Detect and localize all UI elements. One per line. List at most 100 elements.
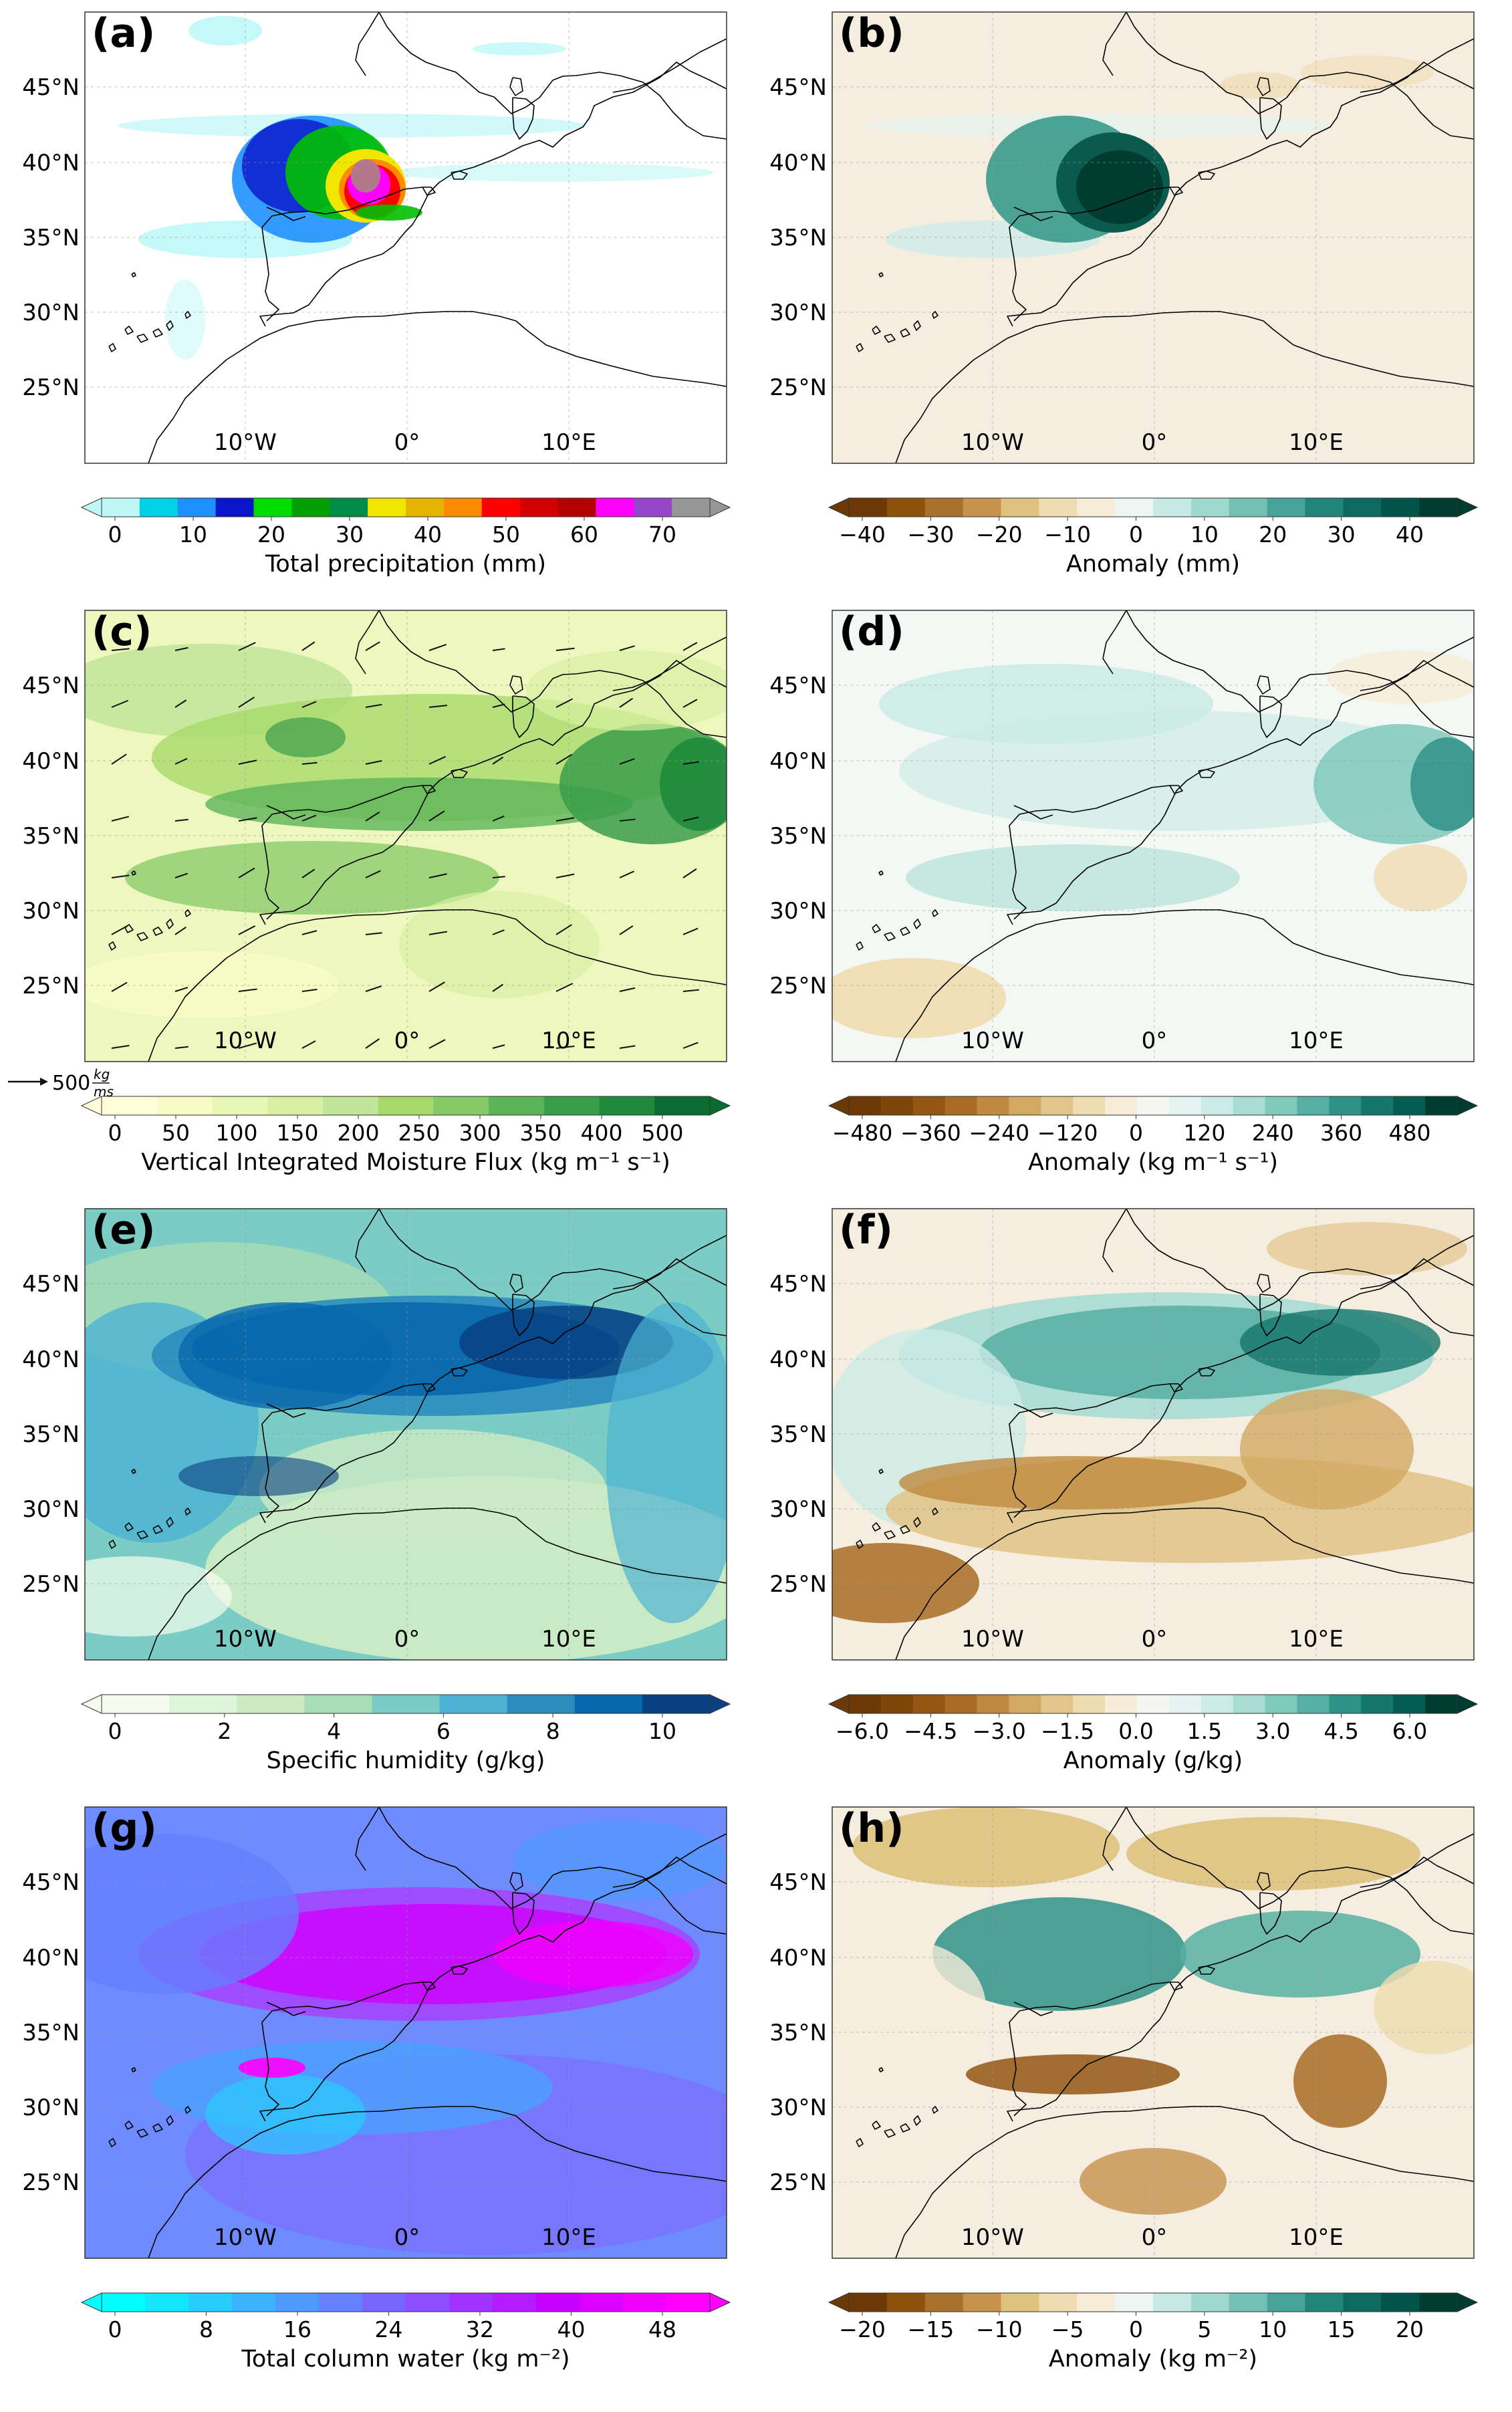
- colorbar-segment: [672, 498, 711, 517]
- wind-vector: [492, 703, 505, 708]
- colorbar: 0 2 4 6 8 10 Specific humidity (g/kg): [80, 1694, 731, 1774]
- wind-vector: [555, 983, 574, 992]
- wind-vector: [428, 931, 447, 935]
- field-contour: [660, 737, 727, 831]
- colorbar-segment: [1190, 2293, 1230, 2312]
- colorbar-frame: [101, 2292, 711, 2312]
- colorbar-tick-label: 15: [1328, 2316, 1356, 2342]
- coastline: [124, 2121, 134, 2130]
- colorbar-segment: [1041, 1096, 1074, 1115]
- wind-vector: [111, 1045, 130, 1049]
- coastline: [1198, 1965, 1215, 1975]
- coastline: [1013, 805, 1053, 820]
- lon-tick-label: 10°E: [541, 429, 596, 456]
- wind-vector: [555, 698, 574, 708]
- coastline: [884, 1530, 896, 1540]
- colorbar-tick-label: 0: [108, 1718, 122, 1744]
- wind-vector: [365, 641, 380, 651]
- panel-e: (e) 45°N 40°N 35°N 30°N 25°N 10°W 0° 10°E 0 2 4 6 8 10…: [22, 1207, 731, 1774]
- field-contour: [178, 1302, 392, 1409]
- colorbar-segment: [580, 2293, 624, 2312]
- colorbar-segment: [232, 2293, 276, 2312]
- colorbar-segment: [623, 2293, 667, 2312]
- wind-vector: [301, 868, 316, 878]
- coastline: [422, 187, 436, 196]
- map-frame: [84, 11, 727, 464]
- colorbar-segment: [1229, 498, 1268, 517]
- colorbar-segment: [1115, 498, 1154, 517]
- lon-tick-label: 10°W: [961, 429, 1024, 456]
- colorbar-segment: [1041, 1695, 1074, 1713]
- lon-tick-label: 10°W: [214, 1626, 277, 1653]
- coastline: [378, 12, 547, 114]
- field-contour: [399, 891, 600, 998]
- coastline: [509, 675, 523, 695]
- coastline: [1126, 1807, 1294, 1909]
- colorbar-tick-label: 300: [459, 1120, 501, 1146]
- wind-vector: [492, 876, 505, 878]
- panel-label: (c): [92, 608, 152, 655]
- coastline: [259, 62, 727, 327]
- coastline: [131, 1469, 136, 1474]
- colorbar-frame: [101, 1096, 711, 1116]
- lat-tick-label: 30°N: [769, 898, 827, 925]
- colorbar-tick-label: 4: [327, 1718, 341, 1744]
- coastline: [266, 2002, 306, 2016]
- lat-tick-label: 30°N: [22, 898, 80, 925]
- lon-tick-label: 10°E: [541, 2224, 596, 2251]
- lat-tick-label: 25°N: [769, 2169, 827, 2196]
- coastline: [856, 2138, 864, 2147]
- vector-key-arrowhead: [40, 1078, 48, 1086]
- wind-vector: [174, 987, 188, 992]
- colorbar-tick-label: 350: [520, 1120, 562, 1146]
- panel-g: (g) 45°N 40°N 35°N 30°N 25°N 10°W 0° 10°E 0 8 16 24 3…: [22, 1805, 731, 2373]
- wind-vector: [301, 641, 316, 651]
- wind-vector: [682, 868, 697, 878]
- colorbar-tick-label: 10: [648, 1718, 676, 1744]
- lat-tick-label: 45°N: [769, 74, 827, 101]
- wind-vector: [428, 644, 447, 651]
- colorbar-segment: [1190, 498, 1230, 517]
- wind-vector: [619, 987, 636, 992]
- coastline: [900, 927, 910, 936]
- colorbar-tick-label: 48: [648, 2316, 676, 2342]
- wind-vector: [619, 1045, 636, 1049]
- coastline: [1102, 610, 1127, 675]
- colorbar-segment: [1265, 1096, 1298, 1115]
- coastline: [878, 1469, 884, 1474]
- lon-tick-label: 10°W: [214, 2224, 277, 2251]
- colorbar-tick-label: 0: [108, 1120, 122, 1146]
- coastline: [259, 1258, 727, 1524]
- coastline: [1293, 72, 1474, 140]
- colorbar-label: Total column water (kg m⁻²): [241, 2346, 570, 2373]
- wind-vector: [111, 816, 130, 822]
- field-contour: [1076, 150, 1163, 224]
- lon-tick-label: 0°: [394, 1028, 420, 1054]
- coastline: [1007, 660, 1474, 925]
- colorbar-segment: [253, 498, 292, 517]
- colorbar-segment: [1105, 1096, 1138, 1115]
- wind-vector: [174, 757, 188, 765]
- colorbar-segment: [1267, 498, 1305, 517]
- map-frame: [84, 1806, 727, 2259]
- wind-vector: [238, 867, 255, 878]
- coastline: [131, 2067, 136, 2072]
- coastline: [1259, 1294, 1282, 1336]
- field-contour: [513, 1820, 727, 1901]
- colorbar-segment: [1393, 1096, 1426, 1115]
- coastline: [913, 919, 921, 929]
- colorbar-segment: [1393, 1695, 1426, 1713]
- panel-label: (g): [92, 1805, 157, 1852]
- coastline: [184, 909, 191, 917]
- coastline: [856, 941, 864, 951]
- colorbar-tick-label: −15: [908, 2316, 955, 2342]
- field-contour: [906, 844, 1240, 911]
- colorbar-segment: [1077, 2293, 1116, 2312]
- coastline: [1009, 785, 1170, 920]
- lat-tick-label: 40°N: [769, 748, 827, 775]
- coastline: [878, 272, 884, 277]
- wind-vector: [555, 817, 575, 822]
- colorbar-segment: [1201, 1096, 1234, 1115]
- colorbar-segment: [1265, 1695, 1298, 1713]
- wind-vector: [619, 758, 635, 765]
